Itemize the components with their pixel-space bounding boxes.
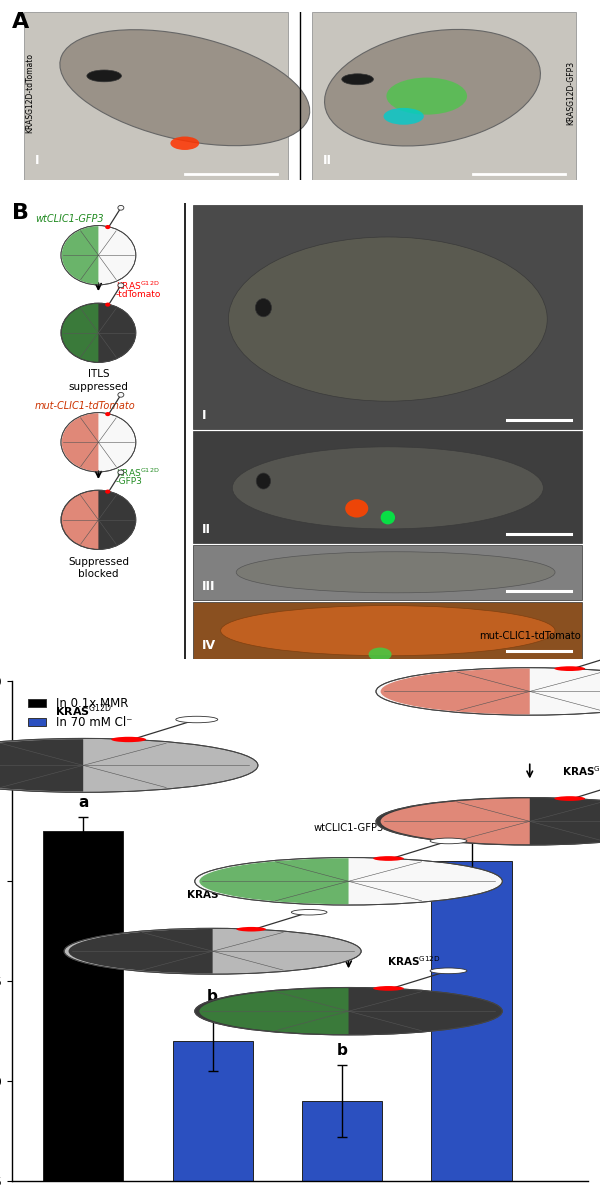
Legend: In 0.1x MMR, In 70 mM Cl⁻: In 0.1x MMR, In 70 mM Cl⁻: [23, 692, 137, 734]
Circle shape: [292, 909, 327, 915]
Ellipse shape: [170, 136, 199, 150]
Text: B: B: [12, 203, 29, 223]
Wedge shape: [380, 798, 530, 845]
Ellipse shape: [256, 474, 271, 489]
Circle shape: [236, 927, 266, 932]
Text: a: a: [466, 814, 476, 828]
Circle shape: [176, 716, 218, 723]
Wedge shape: [199, 858, 349, 904]
Text: II: II: [323, 154, 332, 167]
Text: mut-CLIC1-tdTomato: mut-CLIC1-tdTomato: [479, 631, 581, 642]
Ellipse shape: [236, 551, 555, 593]
Text: KRAS$^{\mathsf{G12D}}$: KRAS$^{\mathsf{G12D}}$: [116, 279, 159, 292]
Ellipse shape: [87, 70, 121, 82]
Wedge shape: [62, 413, 98, 471]
Circle shape: [554, 796, 585, 801]
Ellipse shape: [380, 511, 395, 525]
Text: KRAS$^{\mathsf{G12D}}$: KRAS$^{\mathsf{G12D}}$: [55, 703, 112, 719]
Circle shape: [373, 987, 404, 990]
Text: KRAS$^{\mathsf{G12D}}$: KRAS$^{\mathsf{G12D}}$: [116, 468, 159, 480]
Circle shape: [105, 225, 110, 229]
Ellipse shape: [221, 606, 555, 656]
Ellipse shape: [368, 648, 392, 661]
Circle shape: [195, 858, 502, 905]
Text: Suppressed: Suppressed: [68, 557, 129, 567]
Circle shape: [0, 738, 258, 792]
Text: KRASG12D-tdTomato: KRASG12D-tdTomato: [25, 52, 34, 132]
Text: b: b: [337, 1043, 347, 1058]
Circle shape: [61, 490, 136, 550]
Text: ITLS: ITLS: [88, 370, 109, 379]
Bar: [173, 1041, 253, 1181]
Text: b: b: [207, 989, 218, 1005]
Circle shape: [105, 489, 110, 494]
Ellipse shape: [60, 30, 310, 146]
Ellipse shape: [383, 107, 424, 125]
Circle shape: [61, 303, 136, 363]
Text: blocked: blocked: [78, 569, 119, 579]
Circle shape: [105, 303, 110, 307]
Circle shape: [64, 928, 361, 975]
FancyBboxPatch shape: [23, 12, 289, 180]
FancyBboxPatch shape: [193, 602, 582, 659]
Circle shape: [118, 392, 124, 397]
Ellipse shape: [256, 298, 271, 317]
Circle shape: [430, 837, 467, 843]
Text: mut-CLIC1-tdTomato: mut-CLIC1-tdTomato: [35, 401, 136, 412]
Wedge shape: [62, 304, 98, 361]
Text: suppressed: suppressed: [68, 382, 128, 391]
Circle shape: [118, 470, 124, 475]
Bar: [302, 1101, 382, 1181]
Text: wtCLIC1-GFP3: wtCLIC1-GFP3: [35, 215, 104, 224]
Circle shape: [554, 666, 585, 670]
Text: I: I: [202, 409, 206, 422]
Wedge shape: [199, 988, 349, 1034]
Wedge shape: [68, 929, 212, 973]
Text: II: II: [202, 523, 211, 536]
Text: KRAS$^{\mathsf{G12D}}$: KRAS$^{\mathsf{G12D}}$: [388, 954, 441, 969]
Circle shape: [195, 988, 502, 1036]
Ellipse shape: [386, 78, 467, 115]
FancyBboxPatch shape: [193, 205, 582, 428]
Ellipse shape: [325, 30, 541, 146]
Circle shape: [118, 205, 124, 210]
Text: A: A: [12, 12, 29, 32]
Ellipse shape: [342, 74, 373, 85]
Bar: [43, 832, 124, 1181]
FancyBboxPatch shape: [193, 431, 582, 543]
Text: IV: IV: [202, 639, 216, 653]
Text: a: a: [78, 796, 88, 810]
Text: I: I: [35, 154, 40, 167]
Wedge shape: [0, 740, 83, 791]
Circle shape: [111, 737, 146, 742]
Wedge shape: [62, 227, 98, 284]
Text: KRASG12D-GFP3: KRASG12D-GFP3: [566, 61, 575, 125]
FancyBboxPatch shape: [193, 545, 582, 600]
Circle shape: [118, 283, 124, 288]
Ellipse shape: [345, 500, 368, 518]
Circle shape: [105, 412, 110, 416]
Circle shape: [61, 413, 136, 472]
Bar: [431, 861, 512, 1181]
Circle shape: [376, 668, 600, 715]
Ellipse shape: [232, 447, 544, 528]
Text: wtCLIC1-GFP3: wtCLIC1-GFP3: [313, 823, 383, 834]
Circle shape: [376, 798, 600, 845]
Wedge shape: [380, 668, 530, 715]
Text: III: III: [202, 580, 215, 593]
Circle shape: [373, 857, 404, 861]
Wedge shape: [62, 490, 98, 549]
Text: -tdTomato: -tdTomato: [116, 290, 161, 298]
Ellipse shape: [229, 237, 547, 401]
Circle shape: [430, 968, 467, 973]
Circle shape: [61, 225, 136, 285]
FancyBboxPatch shape: [311, 12, 577, 180]
Text: -GFP3: -GFP3: [116, 477, 143, 486]
Text: KRAS$^{\mathsf{G12D}}$: KRAS$^{\mathsf{G12D}}$: [562, 765, 600, 778]
Text: KRAS$^{\mathsf{G12D}}$: KRAS$^{\mathsf{G12D}}$: [186, 888, 239, 901]
